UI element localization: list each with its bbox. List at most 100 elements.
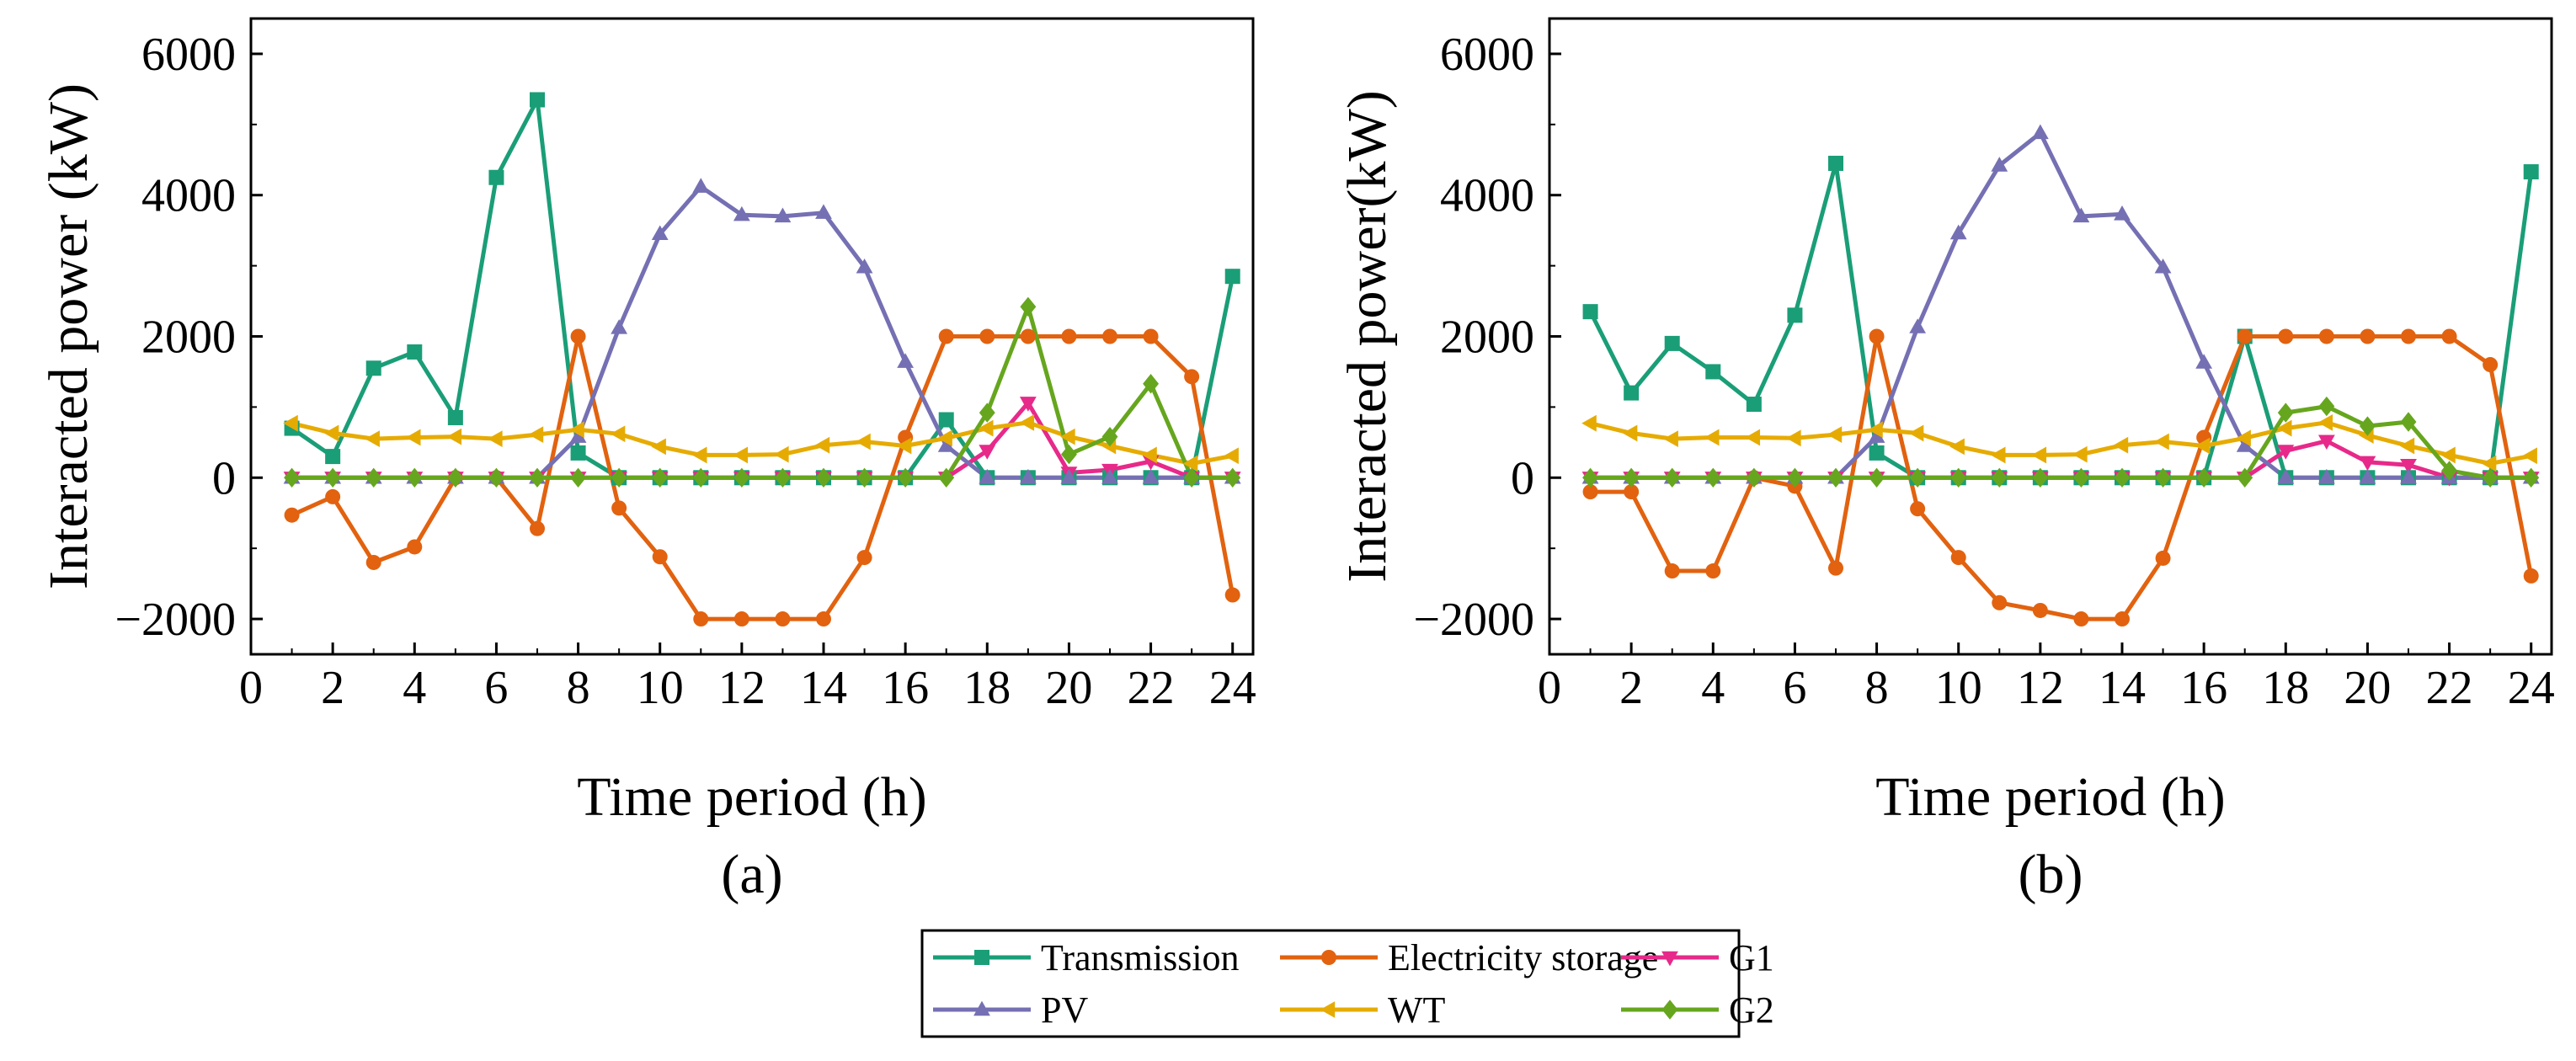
x-axis-label: Time period (h) — [577, 766, 927, 828]
point-wt-b — [2276, 419, 2292, 437]
point-g2-b — [2441, 461, 2458, 481]
point-electricity-storage-a — [1020, 328, 1036, 344]
point-pv-b — [2277, 468, 2295, 484]
point-pv-b — [2072, 207, 2090, 223]
point-wt-a — [283, 414, 298, 432]
point-pv-a — [1101, 468, 1118, 484]
series-line-wt-b — [1590, 420, 2532, 466]
x-tick-label: 2 — [321, 662, 344, 714]
point-g2-b — [2237, 467, 2253, 488]
point-wt-a — [1142, 446, 1157, 464]
point-g2-a — [815, 467, 832, 488]
point-wt-b — [1581, 414, 1597, 432]
legend-label-transmission: Transmission — [1041, 937, 1240, 978]
point-electricity-storage-a — [979, 328, 995, 344]
point-transmission-b — [1869, 445, 1885, 461]
point-g2-b — [2400, 412, 2417, 432]
point-g2-b — [1704, 467, 1721, 488]
point-pv-b — [1909, 318, 1927, 333]
point-electricity-storage-a — [407, 539, 423, 555]
point-wt-a — [323, 424, 339, 442]
point-electricity-storage-b — [2441, 328, 2457, 344]
point-pv-a — [651, 225, 669, 241]
point-pv-b — [1868, 428, 1885, 443]
point-g2-b — [1827, 467, 1844, 488]
x-tick-label: 20 — [2344, 662, 2391, 714]
point-transmission-b — [1705, 364, 1721, 380]
point-electricity-storage-a — [1224, 587, 1240, 603]
point-g2-b — [2072, 467, 2089, 488]
series-line-transmission-b — [1588, 161, 2534, 480]
point-pv-b — [2317, 468, 2335, 484]
point-wt-b — [2195, 437, 2211, 455]
point-electricity-storage-a — [325, 488, 341, 504]
point-pv-a — [815, 204, 832, 219]
legend-label-electricity-storage: Electricity storage — [1388, 937, 1658, 978]
point-pv-b — [1991, 157, 2008, 172]
point-electricity-storage-b — [1992, 594, 2008, 610]
point-electricity-storage-a — [733, 611, 749, 627]
x-tick-label: 22 — [1128, 662, 1175, 714]
point-pv-a — [611, 319, 628, 334]
point-pv-b — [1949, 224, 1967, 240]
point-wt-b — [2236, 429, 2251, 447]
point-pv-a — [692, 178, 710, 193]
point-wt-b — [1786, 429, 1801, 447]
point-pv-a — [937, 437, 955, 452]
x-tick-label: 16 — [2180, 662, 2227, 714]
point-g2-b — [2155, 467, 2172, 488]
legend-marker-wt — [1320, 1001, 1336, 1018]
point-g2-b — [1746, 467, 1763, 488]
point-g2-a — [897, 467, 914, 488]
point-pv-a — [733, 205, 750, 221]
x-tick-label: 14 — [800, 662, 847, 714]
point-electricity-storage-a — [1184, 369, 1200, 385]
x-axis-label: Time period (h) — [1875, 766, 2226, 828]
point-electricity-storage-b — [2318, 328, 2334, 344]
legend: Transmission Electricity storage G1 PV WT G2 — [920, 929, 1774, 1038]
point-transmission-a — [938, 412, 954, 428]
point-g2-a — [1101, 426, 1118, 447]
point-wt-b — [2522, 447, 2537, 465]
point-g2-a — [692, 467, 709, 488]
point-g2-b — [2032, 467, 2049, 488]
point-pv-a — [979, 468, 996, 484]
point-g2-b — [2359, 416, 2376, 436]
legend-label-pv: PV — [1041, 989, 1088, 1031]
point-g2-b — [2114, 467, 2131, 488]
y-tick-label: 4000 — [1440, 170, 1534, 222]
point-g2-b — [1664, 467, 1681, 488]
point-pv-a — [897, 353, 915, 368]
point-electricity-storage-b — [2483, 357, 2499, 373]
y-tick-label: 2000 — [141, 312, 236, 364]
point-transmission-a — [1224, 269, 1240, 285]
point-wt-b — [1622, 424, 1638, 442]
point-g2-b — [1582, 467, 1599, 488]
panel-label: (b) — [2019, 844, 2083, 905]
x-tick-label: 8 — [1865, 662, 1889, 714]
x-tick-label: 4 — [1701, 662, 1725, 714]
x-tick-label: 6 — [484, 662, 508, 714]
x-tick-label: 12 — [2017, 662, 2064, 714]
point-pv-a — [1019, 468, 1037, 484]
point-wt-b — [1827, 426, 1843, 444]
point-electricity-storage-b — [2278, 328, 2294, 344]
point-electricity-storage-a — [652, 549, 668, 565]
legend-label-g1: G1 — [1729, 937, 1774, 978]
y-tick-label: 6000 — [141, 29, 236, 81]
x-tick-label: 2 — [1619, 662, 1643, 714]
point-g2-a — [324, 467, 341, 488]
point-g2-a — [447, 467, 464, 488]
point-electricity-storage-b — [1910, 501, 1926, 517]
point-g2-b — [1786, 467, 1803, 488]
point-transmission-a — [488, 169, 504, 185]
point-electricity-storage-a — [938, 328, 954, 344]
point-transmission-b — [1787, 307, 1803, 323]
point-transmission-a — [447, 409, 463, 425]
point-wt-b — [1990, 446, 2006, 464]
series-line-pv-a — [291, 184, 1233, 480]
point-wt-b — [2113, 436, 2129, 454]
point-wt-a — [365, 430, 380, 448]
point-electricity-storage-b — [2360, 328, 2376, 344]
